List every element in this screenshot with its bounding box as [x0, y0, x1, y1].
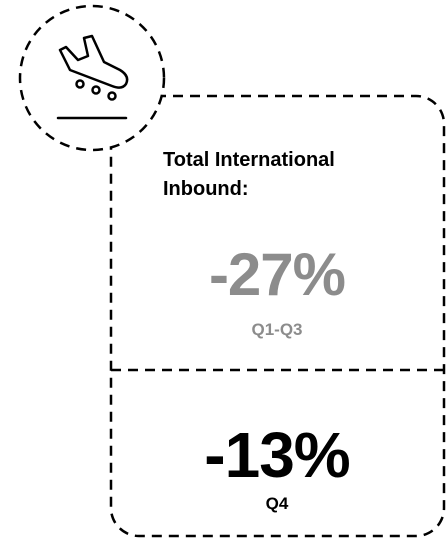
landing-plane-icon — [56, 34, 129, 120]
card-title: Total International Inbound: — [163, 149, 335, 200]
stat-period: Q1-Q3 — [251, 320, 303, 339]
stat-value: -27% — [208, 241, 346, 308]
card-border — [109, 94, 446, 538]
stat-period: Q4 — [265, 494, 289, 513]
stat-value: -13% — [204, 419, 350, 491]
